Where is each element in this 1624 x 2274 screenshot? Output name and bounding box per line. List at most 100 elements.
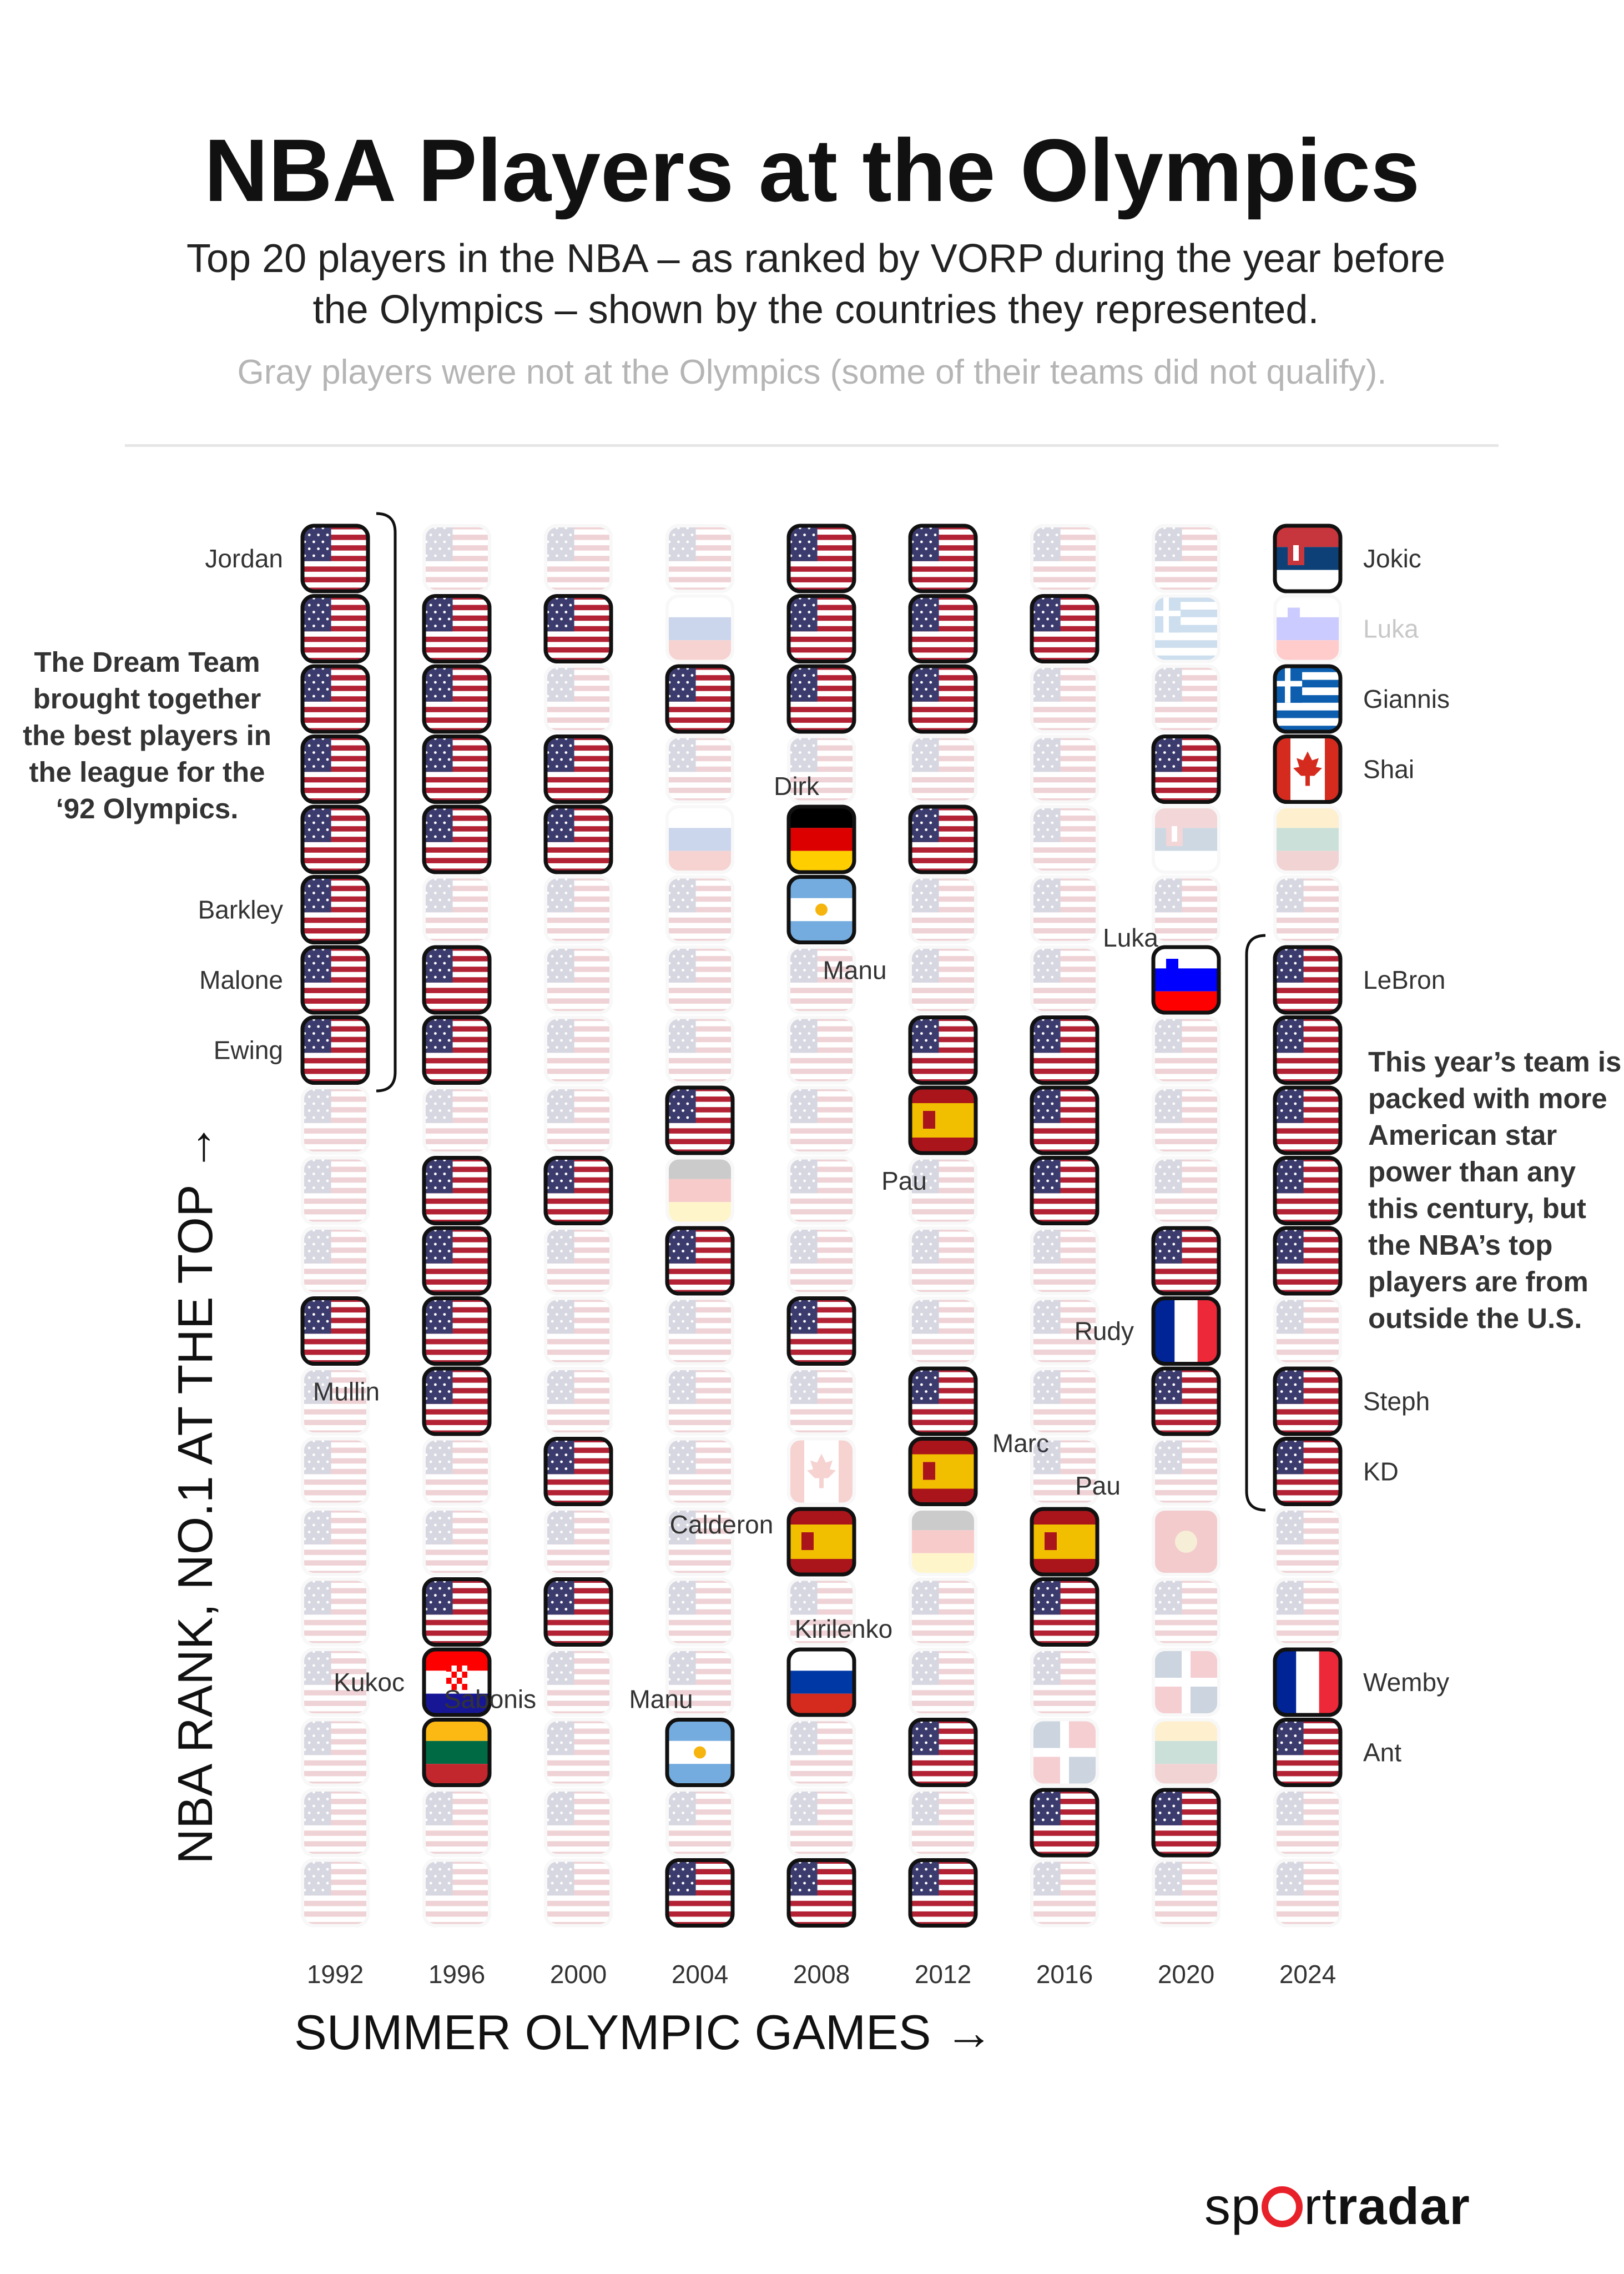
flag-lithuania-2020-rank-18: [1152, 1718, 1220, 1787]
flag-usa-2020-rank-1: [1152, 524, 1220, 593]
flag-spain-2012-rank-9: [908, 1085, 978, 1155]
player-label: Barkley: [198, 895, 283, 924]
flag-usa-2008-rank-16: [787, 1577, 856, 1647]
flag-greece-2020-rank-2: [1152, 594, 1220, 663]
flag-usa-2008-rank-2: [786, 594, 856, 663]
flag-usa-2008-rank-18: [787, 1718, 856, 1787]
player-label: KD: [1363, 1457, 1399, 1486]
flag-usa-2000-rank-17: [544, 1648, 613, 1717]
flag-usa-2004-rank-7: [665, 945, 734, 1014]
flag-usa-2008-rank-8: [787, 1015, 856, 1085]
flag-usa-2012-rank-17: [909, 1648, 977, 1717]
flag-usa-2020-rank-3: [1152, 665, 1220, 733]
flag-usa-2000-rank-5: [543, 804, 613, 874]
flag-usa-2020-rank-10: [1152, 1156, 1220, 1225]
this-year-annotation: This year’s team is packed with more Ame…: [1368, 1046, 1622, 1334]
flag-usa-2012-rank-3: [908, 664, 978, 734]
header-divider: [125, 444, 1499, 447]
flag-usa-2008-rank-4: [787, 734, 856, 804]
flag-usa-2016-rank-19: [1030, 1788, 1100, 1858]
flag-usa-1996-rank-12: [422, 1296, 492, 1366]
logo-text-part2: rt: [1304, 2177, 1337, 2235]
flag-germany-2012-rank-15: [909, 1507, 977, 1576]
flag-usa-2020-rank-11: [1151, 1226, 1221, 1296]
logo-text-part1: sp: [1204, 2177, 1261, 2235]
flag-usa-1992-rank-7: [300, 945, 370, 1015]
flag-usa-2012-rank-19: [909, 1788, 977, 1857]
flag-usa-2004-rank-9: [665, 1085, 735, 1155]
flag-usa-2024-rank-15: [1273, 1507, 1342, 1576]
flag-usa-2020-rank-9: [1152, 1086, 1220, 1155]
flag-argentina-2004-rank-18: [665, 1718, 735, 1787]
flag-usa-1992-rank-9: [301, 1086, 370, 1155]
flag-usa-2000-rank-2: [543, 594, 613, 663]
player-label: Luka: [1103, 923, 1158, 952]
flag-usa-2020-rank-4: [1151, 734, 1221, 804]
flag-usa-2008-rank-12: [786, 1296, 856, 1366]
flag-usa-2000-rank-20: [544, 1858, 613, 1928]
flag-usa-2016-rank-7: [1030, 945, 1099, 1014]
flag-germany-2004-rank-10: [665, 1156, 734, 1225]
flag-usa-1996-rank-14: [422, 1437, 491, 1506]
flag-usa-2020-rank-19: [1151, 1788, 1221, 1858]
column-2020: 2020 Luka Rudy: [1075, 524, 1221, 1989]
player-label: Ant: [1363, 1738, 1401, 1767]
flag-usa-2004-rank-15: [665, 1507, 734, 1576]
flag-usa-2012-rank-20: [908, 1858, 978, 1928]
flag-usa-1992-rank-10: [301, 1156, 370, 1225]
flag-usa-1996-rank-20: [422, 1858, 491, 1928]
flag-usa-2016-rank-14: [1030, 1437, 1099, 1506]
flag-usa-2016-rank-6: [1030, 875, 1099, 944]
flag-usa-2012-rank-12: [909, 1296, 977, 1366]
flag-usa-2004-rank-11: [665, 1226, 735, 1296]
flag-usa-2020-rank-8: [1152, 1015, 1220, 1085]
flag-usa-1992-rank-2: [300, 594, 370, 663]
flag-usa-2008-rank-20: [786, 1858, 856, 1928]
flag-france-2024-rank-17: [1273, 1647, 1343, 1717]
player-label: Malone: [199, 965, 283, 994]
flag-usa-2016-rank-5: [1030, 805, 1099, 874]
flag-usa-2016-rank-13: [1030, 1367, 1099, 1436]
player-label: LeBron: [1363, 965, 1445, 994]
flag-usa-2024-rank-6: [1273, 875, 1342, 944]
flag-usa-2008-rank-11: [787, 1226, 856, 1295]
flag-usa-2016-rank-9: [1030, 1085, 1100, 1155]
flag-usa-2008-rank-3: [786, 664, 856, 734]
flag-usa-2020-rank-20: [1152, 1858, 1220, 1928]
flag-france-2020-rank-12: [1151, 1296, 1221, 1366]
year-tick-label: 1996: [428, 1960, 485, 1989]
column-2012: 2012 Pau Marc: [881, 524, 1049, 1989]
flag-usa-2024-rank-11: [1273, 1226, 1343, 1296]
dream-team-bracket: [376, 512, 397, 1093]
player-label: Jokic: [1363, 544, 1421, 573]
column-2016: 2016 Pau: [1030, 524, 1121, 1989]
flag-usa-2004-rank-1: [665, 524, 734, 593]
flag-lithuania-2024-rank-5: [1273, 805, 1342, 874]
flag-usa-2016-rank-17: [1030, 1648, 1099, 1717]
flag-usa-1992-rank-18: [301, 1718, 370, 1787]
flag-usa-2024-rank-20: [1273, 1858, 1342, 1928]
player-label: Pau: [881, 1166, 927, 1195]
flag-usa-2024-rank-9: [1273, 1085, 1343, 1155]
flag-serbia-2020-rank-5: [1152, 805, 1220, 874]
flag-usa-2012-rank-2: [908, 594, 978, 663]
flag-usa-2000-rank-9: [544, 1086, 613, 1155]
player-label: Sabonis: [444, 1685, 536, 1714]
flag-usa-2012-rank-4: [909, 734, 977, 804]
flag-usa-2016-rank-3: [1030, 665, 1099, 733]
flag-usa-1996-rank-6: [422, 875, 491, 944]
flag-usa-2020-rank-13: [1151, 1366, 1221, 1436]
flag-usa-2008-rank-7: [787, 945, 856, 1014]
flag-usa-2004-rank-19: [665, 1788, 734, 1857]
flag-usa-1992-rank-3: [300, 664, 370, 734]
flag-usa-2004-rank-8: [665, 1015, 734, 1085]
flag-usa-2024-rank-7: [1273, 945, 1343, 1015]
player-label: Manu: [823, 956, 886, 985]
flag-usa-2004-rank-6: [665, 875, 734, 944]
flag-usa-2004-rank-20: [665, 1858, 735, 1928]
flag-usa-2000-rank-1: [544, 524, 613, 593]
sportradar-logo: sp rtradar: [1204, 2176, 1470, 2236]
gray-players-note: Gray players were not at the Olympics (s…: [237, 353, 1387, 391]
flag-usa-1996-rank-11: [422, 1226, 492, 1296]
flag-usa-2016-rank-16: [1030, 1577, 1100, 1647]
